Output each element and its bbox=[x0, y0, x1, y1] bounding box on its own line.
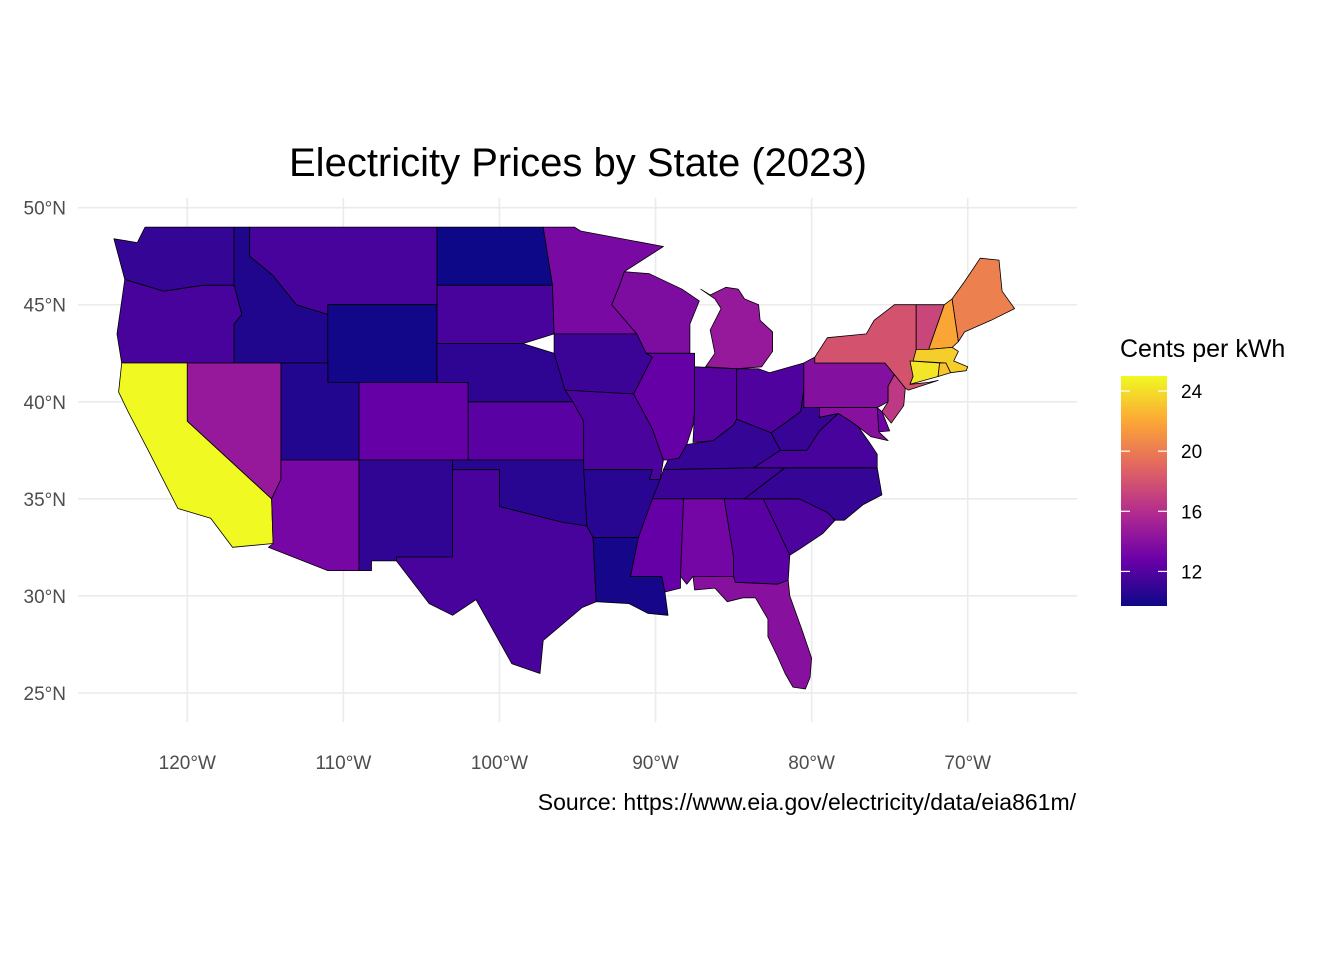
state-sd bbox=[436, 284, 555, 344]
state-ia bbox=[553, 333, 653, 395]
state-me bbox=[951, 257, 1015, 342]
state-ks bbox=[467, 401, 585, 461]
chart-title: Electricity Prices by State (2023) bbox=[289, 141, 867, 185]
state-nm bbox=[358, 459, 453, 571]
state-nj bbox=[881, 374, 906, 424]
y-tick-label: 35°N bbox=[24, 490, 66, 511]
legend-colorbar bbox=[1121, 376, 1167, 606]
state-ri bbox=[937, 362, 951, 377]
legend-tick-label: 12 bbox=[1181, 562, 1202, 583]
legend-tick-label: 16 bbox=[1181, 502, 1202, 523]
state-wy bbox=[327, 304, 438, 383]
state-al bbox=[680, 498, 734, 585]
source-caption: Source: https://www.eia.gov/electricity/… bbox=[538, 789, 1077, 815]
y-tick-label: 50°N bbox=[24, 199, 66, 220]
x-tick-label: 80°W bbox=[788, 753, 835, 774]
y-tick-label: 30°N bbox=[24, 587, 66, 608]
state-pa bbox=[803, 356, 895, 408]
state-nh bbox=[928, 298, 959, 350]
x-tick-label: 120°W bbox=[159, 753, 216, 774]
state-ct bbox=[909, 360, 940, 385]
x-tick-label: 110°W bbox=[315, 753, 371, 774]
color-legend: Cents per kWh 24 20 16 12 bbox=[1120, 335, 1285, 606]
state-co bbox=[358, 382, 469, 461]
legend-tick-label: 20 bbox=[1181, 442, 1202, 463]
x-tick-label: 70°W bbox=[944, 753, 991, 774]
y-axis-tick-labels: 50°N 45°N 40°N 35°N 30°N 25°N bbox=[24, 199, 66, 705]
state-tx bbox=[396, 469, 597, 674]
legend-ticks: 24 20 16 12 bbox=[1121, 382, 1203, 583]
state-or bbox=[116, 279, 243, 364]
x-axis-tick-labels: 120°W 110°W 100°W 90°W 80°W 70°W bbox=[159, 753, 991, 774]
state-mi bbox=[700, 286, 773, 370]
legend-title: Cents per kWh bbox=[1120, 335, 1285, 363]
x-tick-label: 90°W bbox=[632, 753, 679, 774]
x-tick-label: 100°W bbox=[471, 753, 528, 774]
state-nd bbox=[436, 226, 553, 286]
state-fl bbox=[692, 576, 812, 690]
y-tick-label: 40°N bbox=[24, 393, 66, 414]
y-tick-label: 45°N bbox=[24, 296, 66, 317]
state-ms bbox=[630, 498, 684, 593]
state-az bbox=[268, 459, 360, 571]
state-md bbox=[819, 407, 889, 441]
y-tick-label: 25°N bbox=[24, 684, 66, 705]
legend-tick-label: 24 bbox=[1181, 382, 1203, 403]
state-polygons bbox=[113, 226, 1015, 690]
